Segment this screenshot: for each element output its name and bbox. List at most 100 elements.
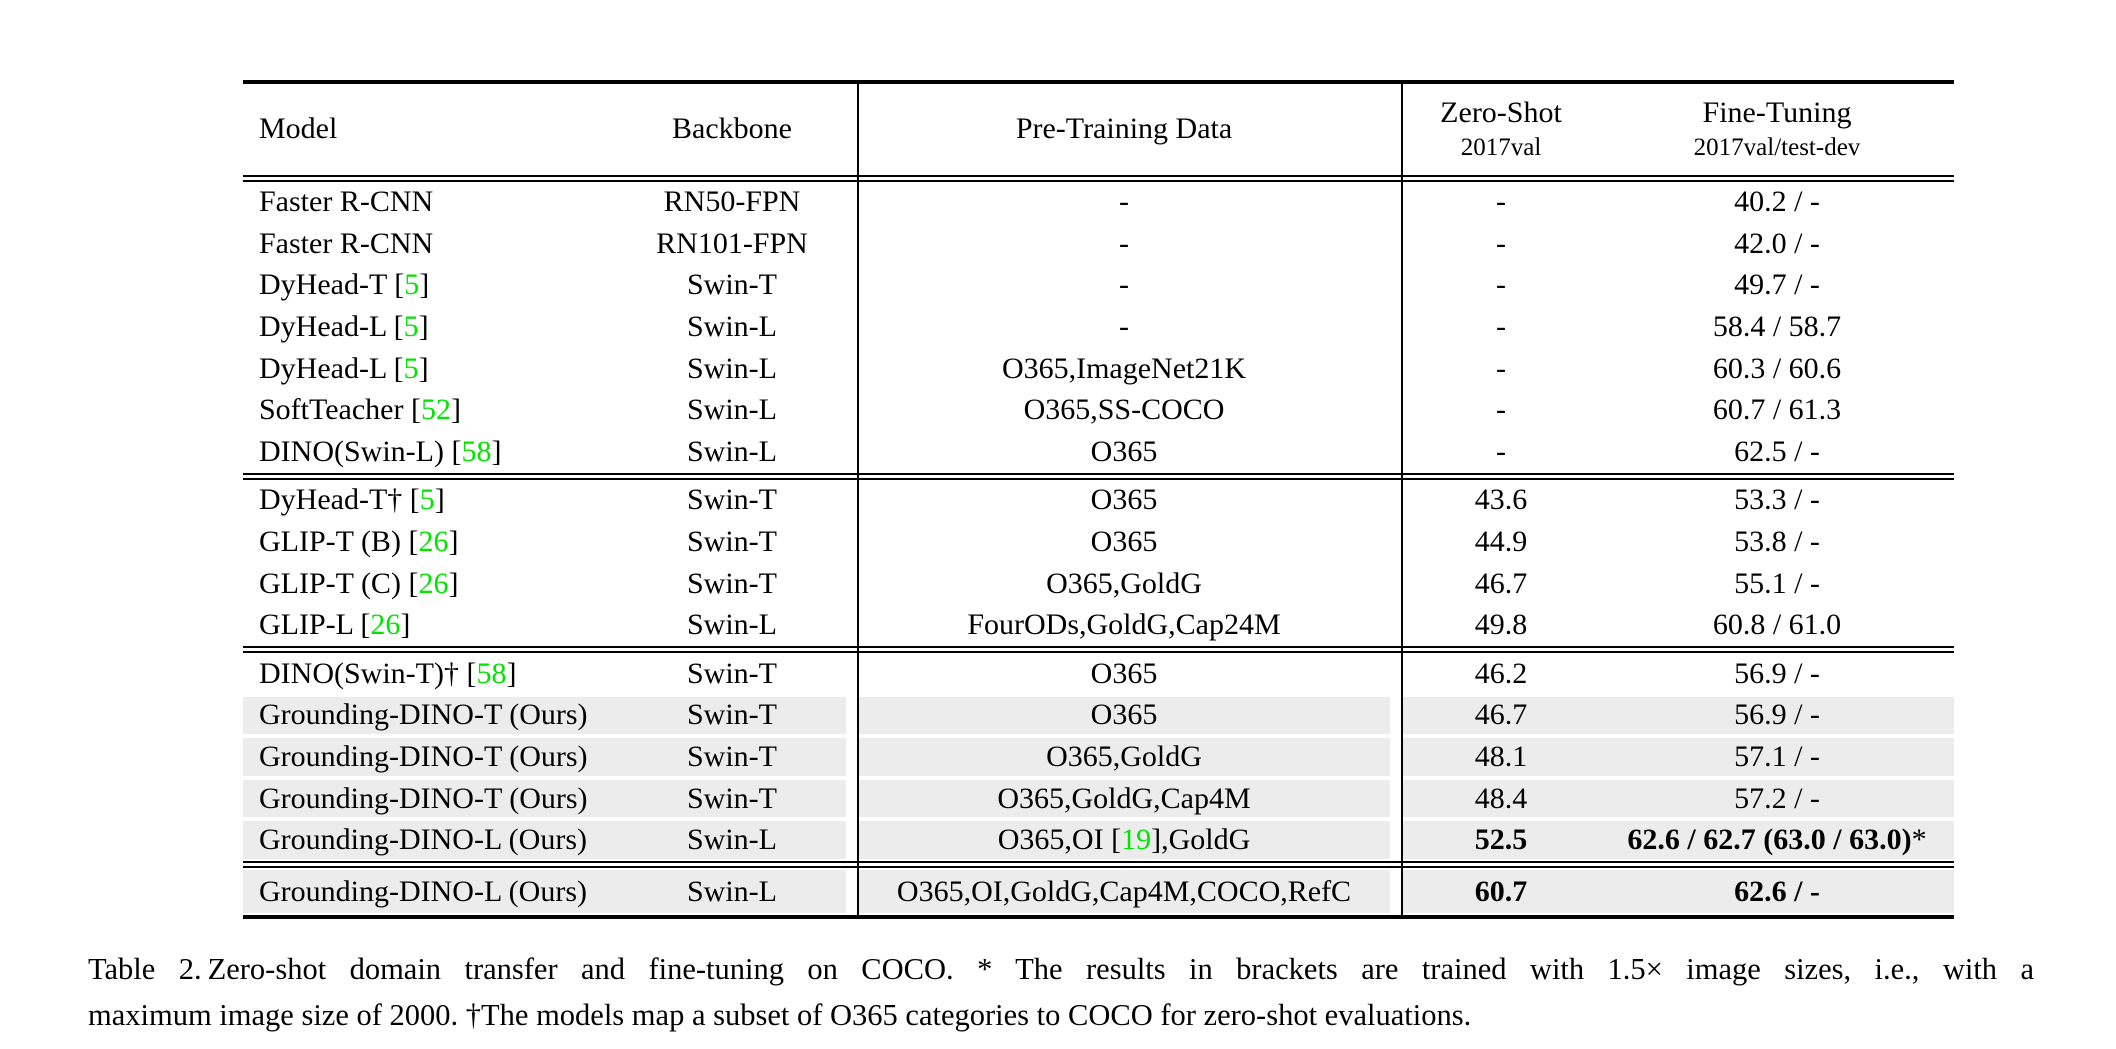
pretrain-cell: O365,OI,GoldG,Cap4M,COCO,RefC [858,868,1390,915]
backbone-cell: Swin-L [687,310,777,344]
table-section-1: Faster R-CNN RN50-FPN - -40.2 / - Faster R-C… [243,182,1954,473]
citation-number: 19 [1121,823,1152,857]
header-left-segment: Model Backbone [243,84,846,175]
table-row: SoftTeacher [52] Swin-L O365,SS-COCO - 60.7 … [243,389,1954,431]
citation-number: 5 [404,268,420,302]
pretrain-cell: - [1119,185,1129,219]
row-left-segment: DyHead-T [5] Swin-T [243,265,846,307]
backbone-cell: Swin-L [687,874,777,908]
row-right-segment: - 42.0 / - [1402,223,1954,265]
table-row: DINO(Swin-L) [58] Swin-L O365 - 62.5 / - [243,431,1954,473]
zero-shot-cell: - [1496,268,1506,302]
row-left-segment: Grounding-DINO-T (Ours) Swin-T [243,736,846,778]
model-cell: GLIP-L [26] [259,608,411,642]
pretrain-cell: O365 [1090,434,1158,468]
fine-tuning-cell: 62.6 / 62.7 (63.0 / 63.0)* [1627,823,1927,857]
citation-number: 5 [419,483,435,517]
model-cell: Grounding-DINO-T (Ours) [259,698,588,732]
row-right-segment: - 62.5 / - [1402,431,1954,473]
backbone-cell: Swin-T [687,656,777,690]
model-cell: GLIP-T (C) [26] [259,566,459,600]
row-left-segment: SoftTeacher [52] Swin-L [243,389,846,431]
row-left-segment: DyHead-L [5] Swin-L [243,348,846,390]
row-right-segment: 52.5 62.6 / 62.7 (63.0 / 63.0)* [1402,819,1954,861]
table-row: Faster R-CNN RN50-FPN - - 40.2 / - [243,182,1954,224]
row-right-segment: - 40.2 / - [1402,182,1954,224]
fine-tuning-cell: 60.3 / 60.6 [1712,351,1842,385]
model-cell: DyHead-T† [5] [259,483,445,517]
row-right-segment: 44.9 53.8 / - [1402,521,1954,563]
backbone-cell: RN101-FPN [656,226,808,260]
table-row: Faster R-CNN RN101-FPN - - 42.0 / - [243,223,1954,265]
zero-shot-cell: - [1496,351,1506,385]
vertical-rule-backbone-pretrain [857,83,859,915]
pretrain-cell: O365,OI [19],GoldG [858,819,1390,861]
fine-tuning-cell: 60.7 / 61.3 [1712,393,1842,427]
zero-shot-cell: - [1496,185,1506,219]
header-fine-tuning: Fine-Tuning 2017val/test-dev [1600,94,1954,164]
table-header-row: Model Backbone Pre-Training Data Zero-Sh… [243,84,1954,175]
header-zero-shot-title: Zero-Shot [1440,96,1562,129]
row-left-segment: DyHead-L [5] Swin-L [243,306,846,348]
zero-shot-cell: 48.4 [1474,781,1528,815]
backbone-cell: Swin-T [687,483,777,517]
row-right-segment: - 60.7 / 61.3 [1402,389,1954,431]
model-cell: DINO(Swin-L) [58] [259,434,502,468]
model-cell: DyHead-L [5] [259,351,429,385]
zero-shot-cell: 49.8 [1474,608,1528,642]
row-left-segment: Grounding-DINO-T (Ours) Swin-T [243,694,846,737]
citation-number: 58 [476,656,507,690]
table-top-rule [243,80,1954,84]
backbone-cell: Swin-T [687,781,777,815]
citation-number: 52 [421,393,451,427]
table-row: DyHead-T† [5] Swin-T O365 43.6 53.3 / - [243,480,1954,522]
row-left-segment: GLIP-T (C) [26] Swin-T [243,563,846,605]
pretrain-cell: O365,SS-COCO [1023,393,1225,427]
zero-shot-cell: 43.6 [1474,483,1528,517]
row-right-segment: 60.7 62.6 / - [1402,868,1954,915]
model-cell: SoftTeacher [52] [259,393,461,427]
pretrain-cell: O365 [1090,483,1158,517]
row-left-segment: GLIP-T (B) [26] Swin-T [243,521,846,563]
row-left-segment: Faster R-CNN RN101-FPN [243,223,846,265]
fine-tuning-cell: 62.5 / - [1734,434,1820,468]
table-section-2: DyHead-T† [5] Swin-T O365 43.6 53.3 / - GLIP-… [243,480,1954,646]
row-right-segment: 48.1 57.1 / - [1402,736,1954,778]
citation-number: 26 [418,566,449,600]
pretrain-cell: - [1119,226,1129,260]
pretrain-cell: O365,GoldG [1046,566,1202,600]
fine-tuning-cell: 53.8 / - [1734,525,1820,559]
row-left-segment: Faster R-CNN RN50-FPN [243,182,846,224]
row-left-segment: Grounding-DINO-L (Ours) Swin-L [243,868,846,915]
zero-shot-cell: 46.7 [1474,698,1528,732]
fine-tuning-cell: 55.1 / - [1734,566,1820,600]
pretrain-cell: O365,GoldG [858,736,1390,778]
row-right-segment: 43.6 53.3 / - [1402,480,1954,522]
fine-tuning-cell: 58.4 / 58.7 [1712,310,1842,344]
row-right-segment: 46.7 56.9 / - [1402,694,1954,737]
caption-label: Table 2. [88,952,202,986]
row-left-segment: Grounding-DINO-L (Ours) Swin-L [243,819,846,861]
table-section-4: Grounding-DINO-L (Ours) Swin-L O365,OI,Gol… [243,868,1954,915]
pretrain-cell: O365,GoldG,Cap4M [858,777,1390,820]
row-right-segment: 46.2 56.9 / - [1402,653,1954,695]
vertical-rule-pretrain-zeroshot [1401,83,1403,915]
header-backbone: Backbone [672,112,792,145]
fine-tuning-cell: 57.1 / - [1734,740,1820,774]
fine-tuning-cell: 56.9 / - [1734,698,1820,732]
zero-shot-cell: - [1496,226,1506,260]
zero-shot-cell: 44.9 [1474,525,1528,559]
fine-tuning-cell: 57.2 / - [1734,781,1820,815]
row-right-segment: - 58.4 / 58.7 [1402,306,1954,348]
row-left-segment: DINO(Swin-L) [58] Swin-L [243,431,846,473]
table-row: DyHead-L [5] Swin-L O365,ImageNet21K - 60.3 … [243,348,1954,390]
header-pretrain: Pre-Training Data [1015,112,1233,145]
pretrain-cell: O365 [858,694,1390,737]
table-caption: Table 2. Zero-shot domain transfer and fi… [88,946,2034,1038]
pretrain-cell: - [1119,268,1129,302]
header-fine-tuning-sub: 2017val/test-dev [1693,134,1861,161]
model-cell: Grounding-DINO-L (Ours) [259,874,587,908]
table-row: Grounding-DINO-T (Ours) Swin-T O365 46.7 56.… [243,694,1954,737]
caption-line-1: Table 2. Zero-shot domain transfer and fi… [88,946,2034,992]
model-cell: Faster R-CNN [259,226,434,260]
